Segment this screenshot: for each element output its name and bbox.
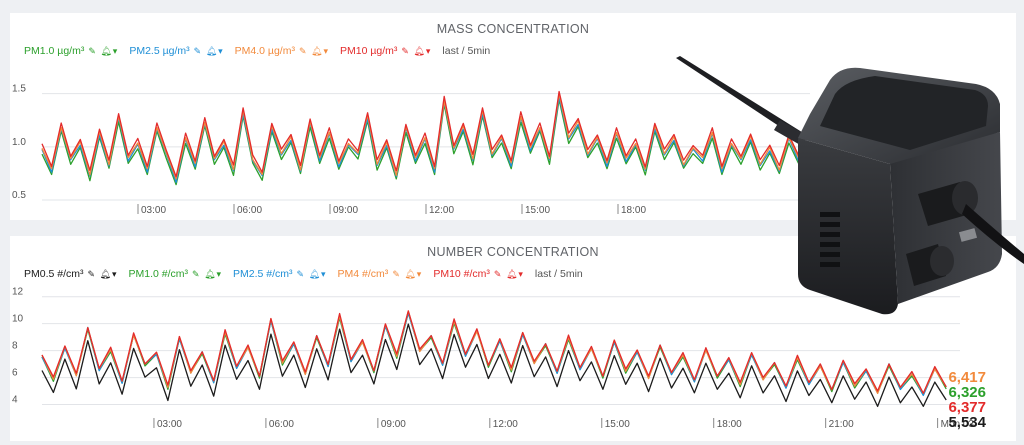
mass-legend-label: PM4.0 µg/m³ — [234, 45, 295, 57]
mass-legend-item[interactable]: PM4.0 µg/m³ ✎ 🔔︎▾ — [235, 45, 329, 57]
pencil-bell-icon[interactable]: ✎ 🔔︎▾ — [401, 45, 432, 56]
current-value: 6,326 — [948, 384, 986, 401]
cable-gland — [918, 181, 1024, 264]
current-value: 5,534 — [948, 414, 986, 431]
mass-xtick-label: 12:00 — [429, 205, 454, 216]
number-legend-label: PM2.5 #/cm³ — [233, 268, 293, 280]
pencil-bell-icon[interactable]: ✎ 🔔︎▾ — [493, 268, 524, 279]
number-xtick-label: 06:00 — [269, 419, 294, 430]
mass-legend-item[interactable]: PM10 µg/m³ ✎ 🔔︎▾ — [340, 45, 431, 57]
number-panel-title: NUMBER CONCENTRATION — [427, 245, 599, 259]
number-xtick-label: 15:00 — [605, 419, 630, 430]
mass-ytick-label: 1.5 — [12, 84, 26, 95]
number-ytick-label: 8 — [12, 341, 18, 352]
mass-legend-item[interactable]: PM2.5 µg/m³ ✎ 🔔︎▾ — [129, 45, 223, 57]
number-xtick-label: 21:00 — [829, 419, 854, 430]
number-legend-label: PM1.0 #/cm³ — [128, 268, 189, 280]
number-series-line[interactable] — [41, 323, 947, 408]
pencil-bell-icon[interactable]: ✎ 🔔︎▾ — [193, 45, 224, 56]
number-aggregate-label[interactable]: last / 5min — [534, 268, 583, 280]
device-front — [798, 138, 898, 315]
number-ytick-label: 4 — [12, 395, 18, 406]
number-legend-label: PM10 #/cm³ — [433, 268, 490, 280]
number-legend-label: PM4 #/cm³ — [337, 268, 389, 280]
mass-xtick-label: 06:00 — [237, 205, 262, 216]
number-xtick-label: 18:00 — [717, 419, 742, 430]
connector-plug — [906, 244, 954, 286]
mass-legend: PM1.0 µg/m³ ✎ 🔔︎▾ PM2.5 µg/m³ ✎ 🔔︎▾ PM4.0 µg… — [24, 45, 490, 57]
pencil-bell-icon[interactable]: ✎ 🔔︎▾ — [392, 268, 423, 279]
sensor-device-image — [676, 56, 1024, 315]
mass-concentration-chart[interactable]: 0.5 1.0 1.5 03:00 06:00 09:00 12:00 15:00 18:00 — [10, 13, 1016, 220]
mass-legend-label: PM1.0 µg/m³ — [24, 45, 85, 57]
pencil-bell-icon[interactable]: ✎ 🔔︎▾ — [192, 268, 223, 279]
mass-ytick-label: 0.5 — [12, 190, 26, 201]
pencil-bell-icon[interactable]: ✎ 🔔︎▾ — [87, 268, 118, 279]
number-legend-item[interactable]: PM1.0 #/cm³ ✎ 🔔︎▾ — [129, 268, 223, 280]
number-xtick-label: 12:00 — [493, 419, 518, 430]
number-xtick-label: 09:00 — [381, 419, 406, 430]
number-legend-item[interactable]: PM10 #/cm³ ✎ 🔔︎▾ — [433, 268, 524, 280]
current-value: 6,377 — [948, 399, 986, 416]
number-legend-label: PM0.5 #/cm³ — [24, 268, 84, 280]
mass-xtick-label: 03:00 — [141, 205, 166, 216]
mass-xtick-label: 15:00 — [525, 205, 550, 216]
mass-aggregate-label[interactable]: last / 5min — [442, 45, 491, 57]
pencil-bell-icon[interactable]: ✎ 🔔︎▾ — [296, 268, 327, 279]
number-legend-item[interactable]: PM0.5 #/cm³ ✎ 🔔︎▾ — [24, 268, 118, 280]
mass-panel-title: MASS CONCENTRATION — [436, 22, 590, 36]
current-values: 6,417 6,326 6,377 5,534 — [948, 370, 986, 430]
mass-legend-label: PM10 µg/m³ — [339, 45, 398, 57]
number-concentration-chart[interactable]: 4 6 8 10 12 03:00 06:00 09:00 12:00 15:00 18:00 21:… — [10, 236, 1016, 441]
mass-series-line[interactable] — [41, 98, 800, 186]
number-legend: PM0.5 #/cm³ ✎ 🔔︎▾ PM1.0 #/cm³ ✎ 🔔︎▾ PM2.5 #/… — [24, 268, 583, 280]
number-ytick-label: 10 — [12, 314, 24, 325]
mass-series-line[interactable] — [41, 93, 800, 180]
number-ytick-label: 12 — [12, 287, 24, 298]
number-legend-item[interactable]: PM4 #/cm³ ✎ 🔔︎▾ — [338, 268, 423, 280]
number-legend-item[interactable]: PM2.5 #/cm³ ✎ 🔔︎▾ — [233, 268, 327, 280]
mass-legend-label: PM2.5 µg/m³ — [129, 45, 190, 57]
mass-xtick-label: 09:00 — [333, 205, 358, 216]
current-value: 6,417 — [948, 369, 986, 386]
mass-ytick-label: 1.0 — [12, 137, 26, 148]
number-series-line[interactable] — [41, 310, 947, 394]
mass-series-line[interactable] — [41, 90, 800, 178]
pencil-bell-icon[interactable]: ✎ 🔔︎▾ — [298, 45, 329, 56]
mass-legend-item[interactable]: PM1.0 µg/m³ ✎ 🔔︎▾ — [24, 45, 118, 57]
number-ytick-label: 6 — [12, 368, 18, 379]
number-xtick-label: 03:00 — [157, 419, 182, 430]
pencil-bell-icon[interactable]: ✎ 🔔︎▾ — [88, 45, 119, 56]
antenna-shape — [676, 56, 805, 140]
number-xtick-label: Mon 03 — [941, 419, 975, 430]
mass-xtick-label: 18:00 — [621, 205, 646, 216]
